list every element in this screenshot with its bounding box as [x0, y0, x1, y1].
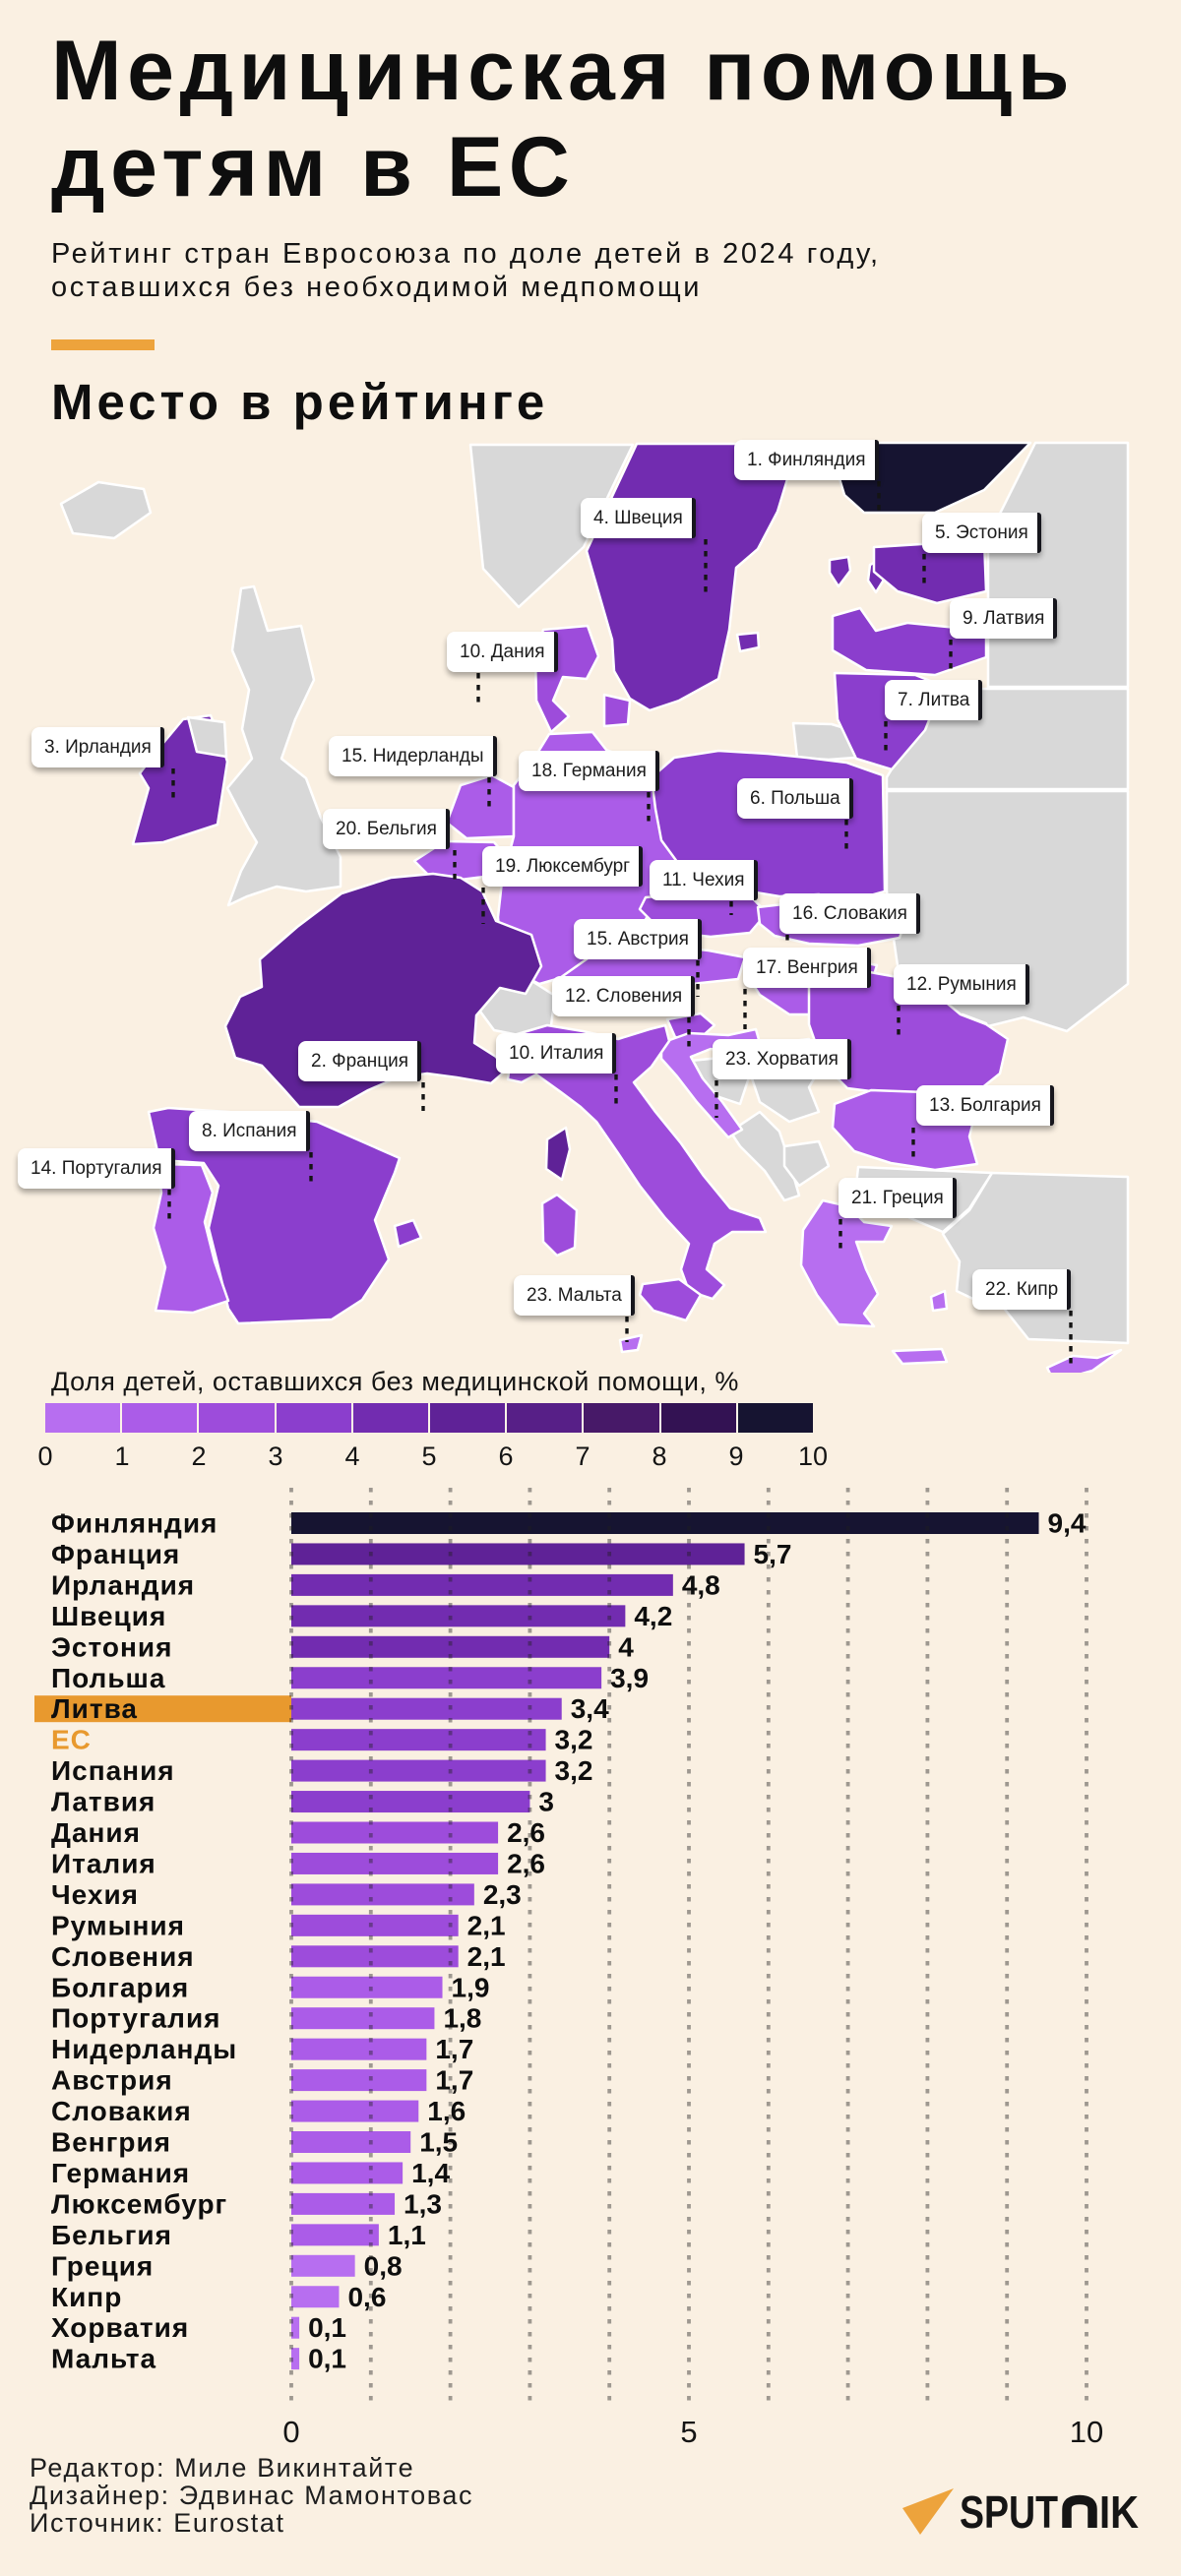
- svg-text:Нидерланды: Нидерланды: [51, 2034, 237, 2064]
- svg-text:0: 0: [282, 2415, 299, 2449]
- svg-text:0,8: 0,8: [364, 2250, 403, 2281]
- svg-text:Италия: Италия: [51, 1848, 156, 1878]
- svg-text:Австрия: Австрия: [51, 2065, 173, 2096]
- svg-text:Болгария: Болгария: [51, 1972, 189, 2002]
- svg-text:10: 10: [1070, 2415, 1103, 2449]
- svg-text:2,1: 2,1: [467, 1910, 506, 1940]
- svg-text:4,2: 4,2: [634, 1601, 672, 1631]
- svg-text:5,7: 5,7: [754, 1539, 792, 1569]
- svg-text:9,4: 9,4: [1048, 1508, 1087, 1539]
- svg-text:3,2: 3,2: [555, 1725, 593, 1755]
- svg-text:2,6: 2,6: [507, 1817, 545, 1848]
- svg-text:2,1: 2,1: [467, 1941, 506, 1972]
- svg-text:Испания: Испания: [51, 1755, 175, 1786]
- svg-text:1,7: 1,7: [435, 2065, 473, 2096]
- svg-text:Румыния: Румыния: [51, 1910, 185, 1940]
- svg-text:Греция: Греция: [51, 2250, 154, 2281]
- svg-text:0,1: 0,1: [308, 2312, 346, 2343]
- svg-text:ЕС: ЕС: [51, 1725, 92, 1755]
- svg-text:Мальта: Мальта: [51, 2344, 156, 2374]
- svg-text:Литва: Литва: [51, 1693, 138, 1724]
- svg-text:1,5: 1,5: [419, 2127, 458, 2158]
- svg-text:1,7: 1,7: [435, 2034, 473, 2064]
- svg-text:1,4: 1,4: [411, 2158, 450, 2188]
- svg-text:Кипр: Кипр: [51, 2282, 122, 2312]
- svg-text:Дания: Дания: [51, 1817, 141, 1848]
- svg-text:Чехия: Чехия: [51, 1879, 139, 1910]
- svg-text:Люксембург: Люксембург: [51, 2188, 227, 2219]
- svg-text:Бельгия: Бельгия: [51, 2220, 172, 2250]
- svg-text:Хорватия: Хорватия: [51, 2312, 189, 2343]
- svg-text:3,2: 3,2: [555, 1755, 593, 1786]
- svg-text:Словакия: Словакия: [51, 2096, 192, 2126]
- svg-text:0,6: 0,6: [347, 2282, 386, 2312]
- svg-text:3: 3: [538, 1787, 554, 1817]
- svg-text:1,1: 1,1: [388, 2220, 426, 2250]
- svg-text:SPUT: SPUT: [960, 2486, 1058, 2538]
- svg-text:4,8: 4,8: [682, 1569, 720, 1600]
- svg-text:Венгрия: Венгрия: [51, 2127, 171, 2158]
- svg-text:1,9: 1,9: [452, 1972, 490, 2002]
- svg-text:Португалия: Португалия: [51, 2003, 221, 2034]
- svg-text:3,4: 3,4: [571, 1693, 609, 1724]
- svg-text:Польша: Польша: [51, 1663, 165, 1693]
- svg-text:Германия: Германия: [51, 2158, 190, 2188]
- svg-text:Швеция: Швеция: [51, 1601, 166, 1631]
- svg-text:4: 4: [618, 1631, 634, 1662]
- svg-text:Финляндия: Финляндия: [51, 1508, 218, 1539]
- svg-text:Франция: Франция: [51, 1539, 180, 1569]
- svg-text:2,6: 2,6: [507, 1848, 545, 1878]
- svg-text:Эстония: Эстония: [51, 1631, 172, 1662]
- svg-text:Латвия: Латвия: [51, 1787, 155, 1817]
- svg-text:IK: IK: [1099, 2486, 1139, 2538]
- svg-text:Словения: Словения: [51, 1941, 195, 1972]
- svg-text:5: 5: [680, 2415, 697, 2449]
- svg-text:1,8: 1,8: [443, 2003, 481, 2034]
- svg-text:Ирландия: Ирландия: [51, 1569, 195, 1600]
- svg-text:0,1: 0,1: [308, 2344, 346, 2374]
- svg-text:3,9: 3,9: [610, 1663, 649, 1693]
- svg-text:1,6: 1,6: [427, 2096, 466, 2126]
- svg-text:1,3: 1,3: [404, 2188, 442, 2219]
- svg-text:2,3: 2,3: [483, 1879, 522, 1910]
